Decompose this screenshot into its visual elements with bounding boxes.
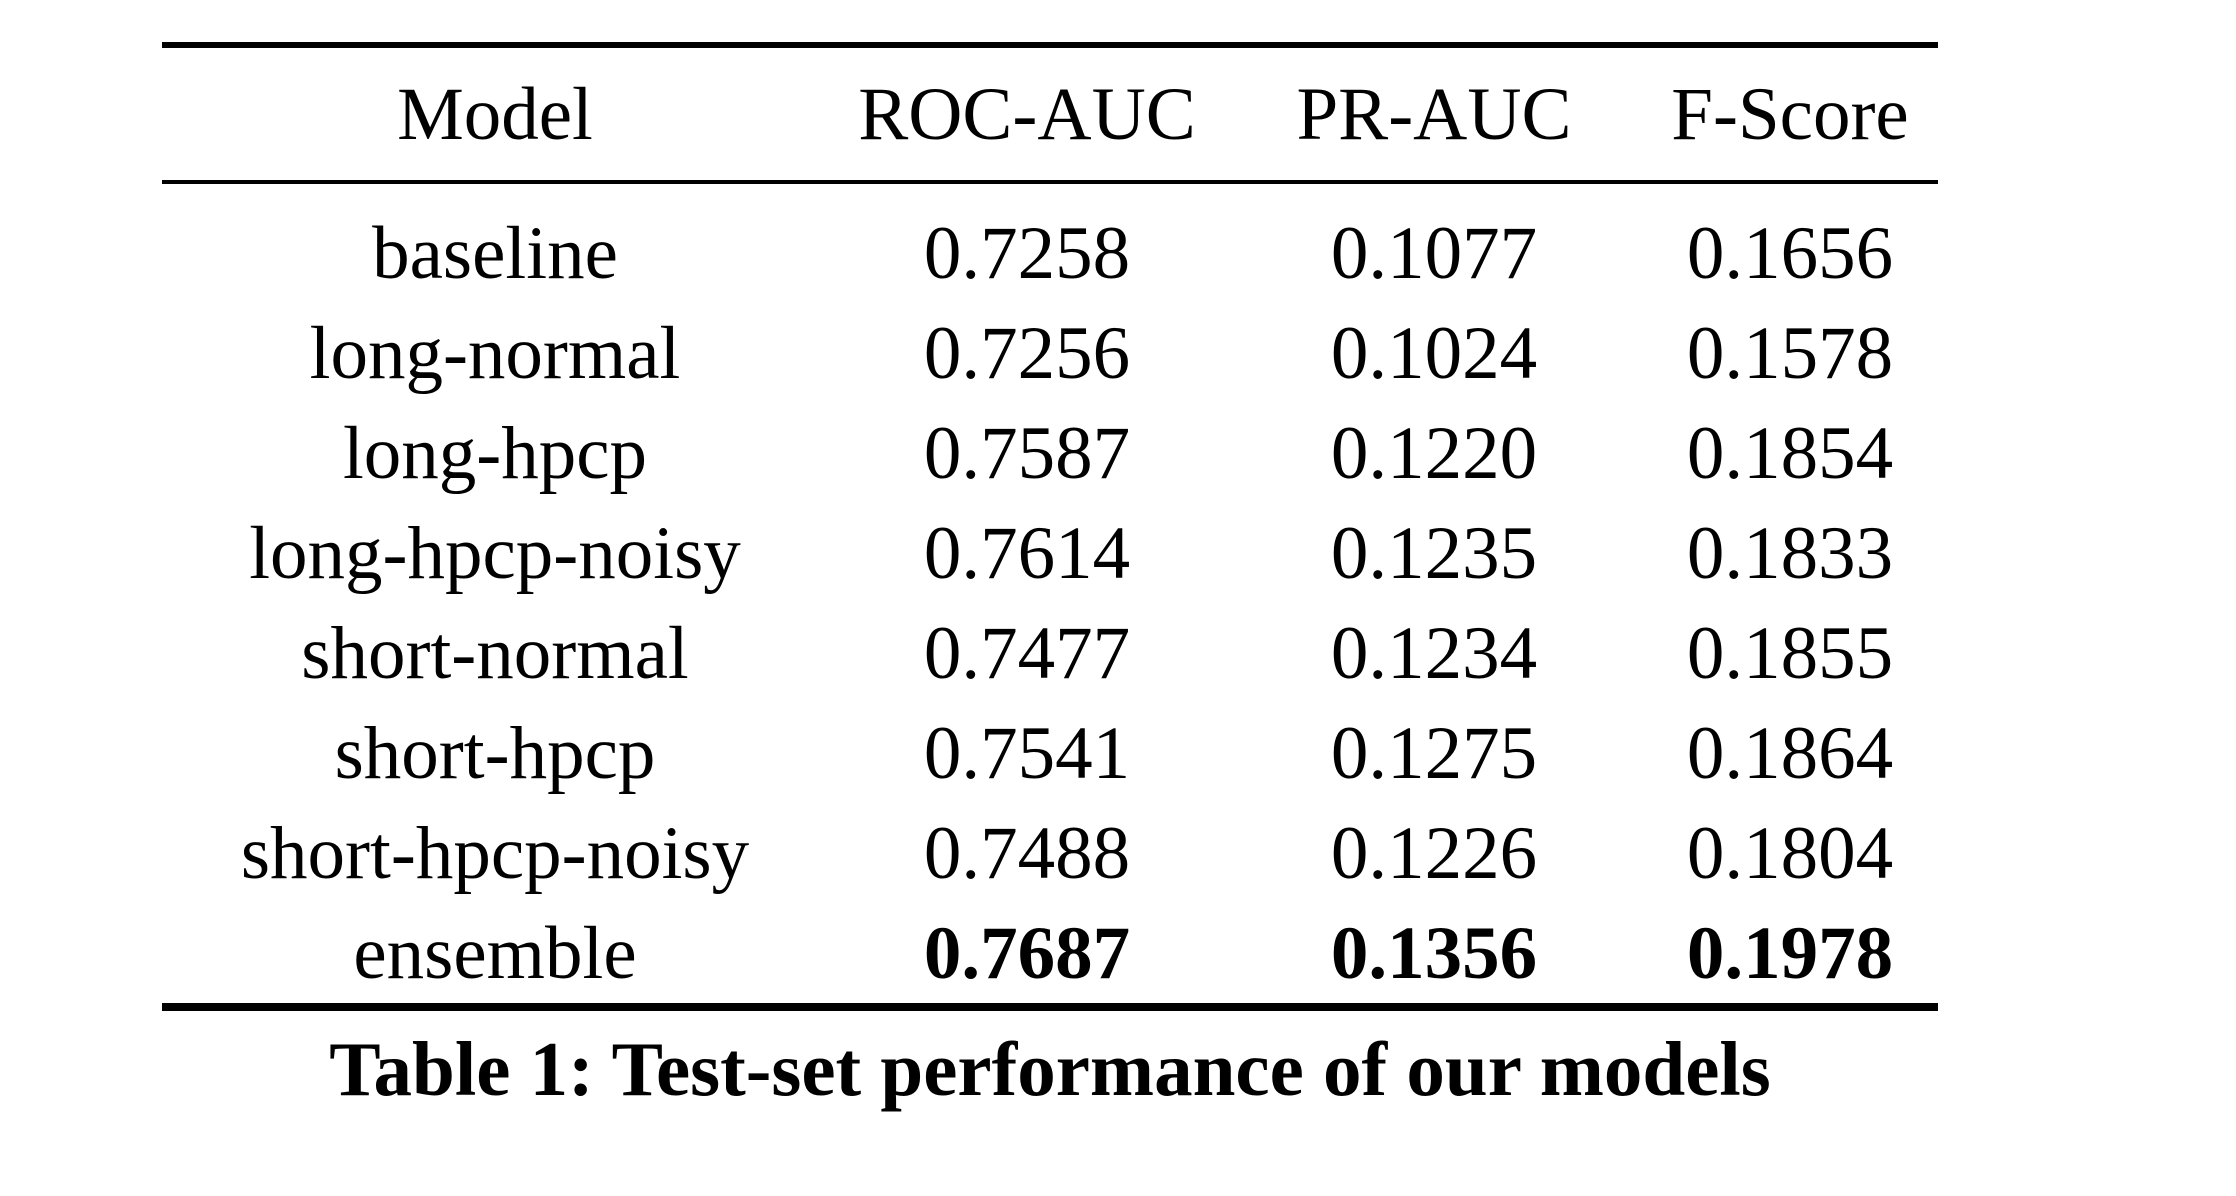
- table-top-rule: [162, 42, 1938, 48]
- cell-f-score: 0.1656: [1686, 211, 1894, 295]
- cell-roc-auc: 0.7541: [923, 711, 1131, 795]
- table-row: long-hpcp-noisy 0.7614 0.1235 0.1833: [162, 503, 1938, 603]
- table-header-rule: [162, 180, 1938, 184]
- cell-pr-auc: 0.1024: [1330, 311, 1538, 395]
- cell-f-score: 0.1855: [1686, 611, 1894, 695]
- cell-pr-auc: 0.1220: [1330, 411, 1538, 495]
- cell-model: short-hpcp: [334, 711, 656, 795]
- column-header-model: Model: [397, 72, 593, 156]
- cell-pr-auc: 0.1226: [1330, 811, 1538, 895]
- cell-model: short-normal: [301, 611, 689, 695]
- table-row: short-hpcp-noisy 0.7488 0.1226 0.1804: [162, 803, 1938, 903]
- cell-pr-auc: 0.1077: [1330, 211, 1538, 295]
- table-body: baseline 0.7258 0.1077 0.1656 long-norma…: [162, 184, 1938, 1003]
- column-header-roc-auc: ROC-AUC: [858, 72, 1196, 156]
- cell-f-score: 0.1864: [1686, 711, 1894, 795]
- cell-roc-auc: 0.7256: [923, 311, 1131, 395]
- column-header-f-score: F-Score: [1671, 72, 1909, 156]
- cell-pr-auc: 0.1356: [1330, 911, 1538, 995]
- cell-roc-auc: 0.7587: [923, 411, 1131, 495]
- cell-roc-auc: 0.7477: [923, 611, 1131, 695]
- cell-roc-auc: 0.7488: [923, 811, 1131, 895]
- table-row: short-hpcp 0.7541 0.1275 0.1864: [162, 703, 1938, 803]
- cell-pr-auc: 0.1235: [1330, 511, 1538, 595]
- cell-model: long-normal: [309, 311, 681, 395]
- cell-model: short-hpcp-noisy: [240, 811, 750, 895]
- cell-f-score: 0.1978: [1686, 911, 1894, 995]
- cell-pr-auc: 0.1275: [1330, 711, 1538, 795]
- table-caption: Table 1: Test-set performance of our mod…: [329, 1026, 1771, 1112]
- column-header-pr-auc: PR-AUC: [1296, 72, 1572, 156]
- cell-roc-auc: 0.7258: [923, 211, 1131, 295]
- cell-model: long-hpcp: [342, 411, 648, 495]
- cell-roc-auc: 0.7614: [923, 511, 1131, 595]
- cell-model: baseline: [372, 211, 618, 295]
- cell-model: ensemble: [353, 911, 637, 995]
- table-row: long-normal 0.7256 0.1024 0.1578: [162, 303, 1938, 403]
- table-row: long-hpcp 0.7587 0.1220 0.1854: [162, 403, 1938, 503]
- cell-f-score: 0.1578: [1686, 311, 1894, 395]
- cell-f-score: 0.1854: [1686, 411, 1894, 495]
- cell-f-score: 0.1804: [1686, 811, 1894, 895]
- table-bottom-rule: [162, 1003, 1938, 1011]
- table-header-row: Model ROC-AUC PR-AUC F-Score: [162, 48, 1938, 180]
- table-row: baseline 0.7258 0.1077 0.1656: [162, 203, 1938, 303]
- table-row: short-normal 0.7477 0.1234 0.1855: [162, 603, 1938, 703]
- results-table: Model ROC-AUC PR-AUC F-Score baseline 0.…: [162, 42, 1938, 1108]
- cell-model: long-hpcp-noisy: [249, 511, 741, 595]
- table-row-ensemble: ensemble 0.7687 0.1356 0.1978: [162, 903, 1938, 1003]
- cell-roc-auc: 0.7687: [923, 911, 1131, 995]
- cell-f-score: 0.1833: [1686, 511, 1894, 595]
- cell-pr-auc: 0.1234: [1330, 611, 1538, 695]
